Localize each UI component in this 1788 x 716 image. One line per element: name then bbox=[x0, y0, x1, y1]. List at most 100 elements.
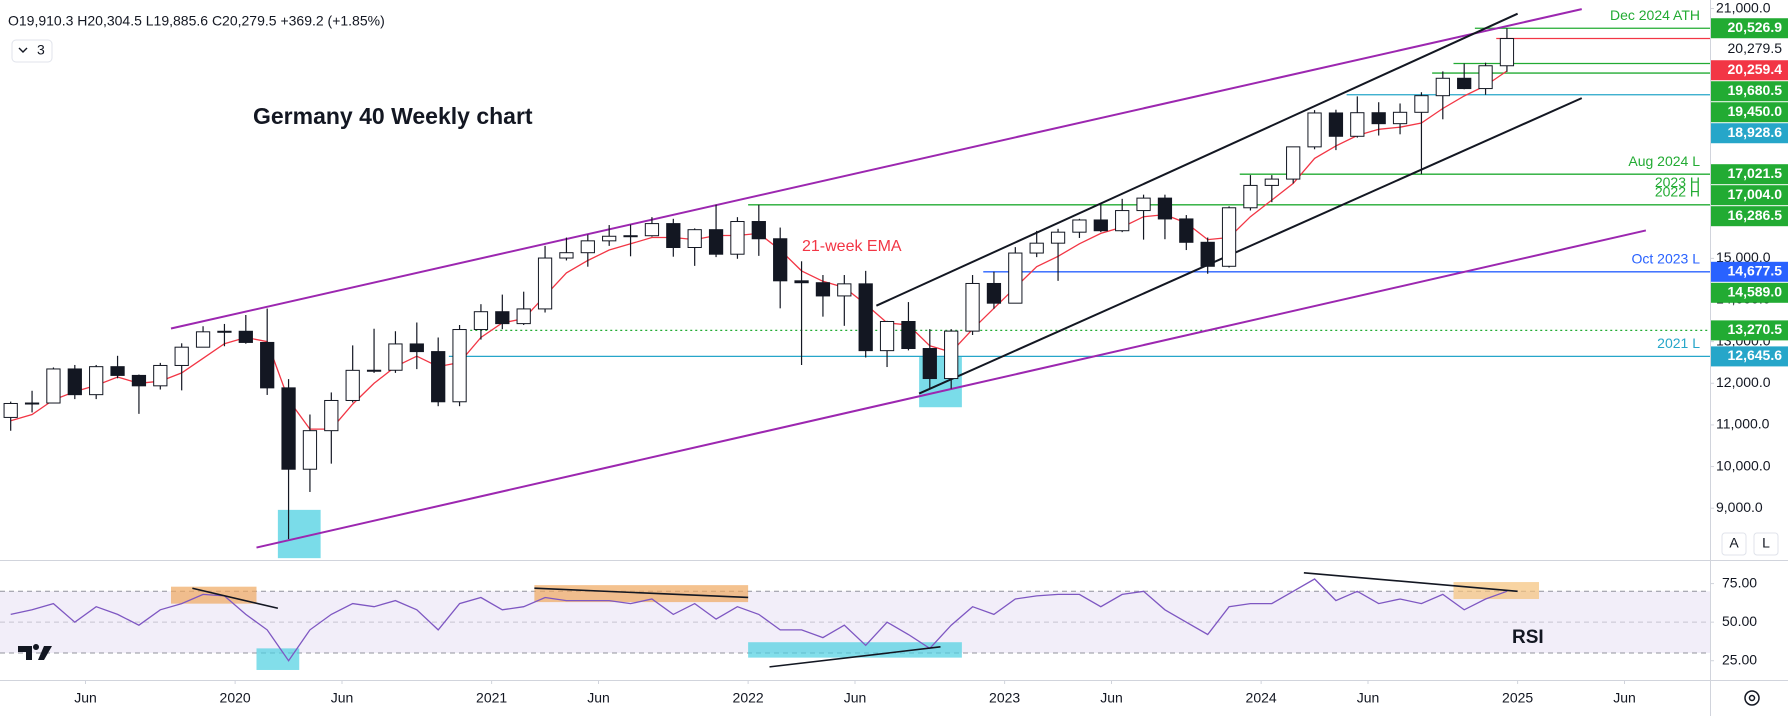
trendline bbox=[256, 229, 1647, 549]
price-badge-label: 20,526.9 bbox=[1728, 19, 1783, 35]
overlay: O19,910.3 H20,304.5 L19,885.6 C20,279.5 … bbox=[8, 7, 1779, 706]
x-tick-label: 2024 bbox=[1246, 690, 1277, 706]
ema-label: 21-week EMA bbox=[802, 238, 902, 255]
candle-body bbox=[922, 348, 937, 380]
price-badge bbox=[1711, 123, 1788, 144]
candle-body bbox=[559, 252, 574, 259]
candle-body bbox=[174, 346, 189, 366]
main-pane bbox=[3, 8, 1710, 559]
level-label: Aug 2024 L bbox=[1628, 153, 1700, 169]
candle-body bbox=[388, 343, 403, 371]
candle-body bbox=[452, 329, 467, 403]
indicator-toggle[interactable]: 3 bbox=[11, 39, 53, 63]
candle-body bbox=[794, 280, 809, 284]
y-tick-label: 15,000.0 bbox=[1716, 249, 1771, 265]
scale-button[interactable] bbox=[1753, 532, 1779, 556]
chart-title: Germany 40 Weekly chart bbox=[253, 103, 533, 129]
rsi-label: RSI bbox=[1512, 627, 1544, 648]
price-badge-label: 18,928.6 bbox=[1728, 124, 1783, 140]
candle-body bbox=[1371, 112, 1386, 125]
candle-body bbox=[260, 341, 275, 389]
candle-body bbox=[1307, 112, 1322, 148]
y-tick-label: 10,000.0 bbox=[1716, 457, 1771, 473]
indicator-count: 3 bbox=[37, 42, 45, 58]
candle-body bbox=[537, 257, 553, 310]
candle-body bbox=[986, 282, 1002, 304]
price-badge bbox=[1711, 206, 1788, 227]
scale-button-label[interactable]: A bbox=[1729, 535, 1739, 551]
price-badge-label: 12,645.6 bbox=[1728, 347, 1783, 363]
gear-hub bbox=[1748, 694, 1756, 702]
candle-body bbox=[366, 369, 382, 372]
candle-body bbox=[602, 235, 617, 242]
scale-button-label[interactable]: L bbox=[1762, 535, 1770, 551]
rsi-line bbox=[10, 578, 1508, 662]
candle-body bbox=[1264, 178, 1279, 186]
candle-body bbox=[1350, 112, 1365, 137]
price-badge-label: 19,450.0 bbox=[1728, 103, 1783, 119]
candle-body bbox=[302, 430, 318, 470]
level-label: Oct 2023 L bbox=[1632, 250, 1701, 266]
candle-body bbox=[944, 330, 959, 380]
price-badge bbox=[1711, 18, 1788, 39]
x-tick-label: 2020 bbox=[220, 690, 251, 706]
candle-body bbox=[815, 282, 831, 297]
price-badge bbox=[1711, 320, 1788, 341]
toggle-button[interactable] bbox=[11, 39, 53, 63]
y-tick-label: 9,000.0 bbox=[1716, 499, 1763, 515]
rsi-tick-label: 75.00 bbox=[1722, 574, 1757, 590]
price-badge-label: 13,270.5 bbox=[1728, 321, 1783, 337]
rsi-tick-label: 25.00 bbox=[1722, 651, 1757, 667]
candle-body bbox=[1478, 65, 1493, 90]
rsi-highlight-box bbox=[748, 642, 962, 658]
x-tick-label: Jun bbox=[1100, 690, 1123, 706]
candle-body bbox=[708, 229, 724, 255]
price-badge bbox=[1711, 346, 1788, 367]
price-badge-label: 20,279.5 bbox=[1728, 40, 1783, 56]
candle-body bbox=[751, 221, 766, 240]
price-badge bbox=[1711, 164, 1788, 185]
candle-body bbox=[1200, 241, 1215, 267]
candle-body bbox=[46, 368, 61, 404]
price-badge bbox=[1711, 81, 1788, 102]
level-label: 2023 H bbox=[1655, 174, 1700, 190]
candle-body bbox=[3, 402, 18, 418]
price-badge-label: 14,677.5 bbox=[1728, 262, 1783, 278]
x-tick-label: 2025 bbox=[1502, 690, 1533, 706]
rsi-tick-label: 50.00 bbox=[1722, 613, 1757, 629]
price-badge-label: 20,259.4 bbox=[1728, 61, 1783, 77]
candle-body bbox=[965, 282, 980, 332]
x-tick-label: 2023 bbox=[989, 690, 1020, 706]
candle-body bbox=[131, 374, 147, 387]
rsi-trendline bbox=[769, 646, 941, 668]
candle-body bbox=[24, 402, 40, 405]
tradingview-logo bbox=[18, 643, 52, 660]
candle-body bbox=[580, 240, 595, 254]
candle-body bbox=[644, 223, 660, 237]
candle-body bbox=[1499, 38, 1515, 67]
candle-body bbox=[623, 235, 638, 238]
price-badge-label: 17,004.0 bbox=[1728, 186, 1783, 202]
candle-body bbox=[1221, 207, 1237, 267]
candle-body bbox=[1050, 231, 1066, 244]
candle-body bbox=[687, 229, 702, 249]
y-tick-label: 11,000.0 bbox=[1716, 416, 1770, 432]
candle-body bbox=[1115, 210, 1130, 232]
candle-body bbox=[773, 238, 788, 282]
candle-body bbox=[345, 369, 360, 401]
y-tick-label: 21,000.0 bbox=[1716, 0, 1771, 15]
candle-body bbox=[1008, 252, 1023, 304]
settings-gear[interactable] bbox=[1744, 690, 1760, 706]
price-badge-label: 14,589.0 bbox=[1728, 283, 1783, 299]
gear-ring[interactable] bbox=[1744, 690, 1760, 706]
level-label: 2022 H bbox=[1655, 184, 1700, 200]
scale-button[interactable] bbox=[1721, 532, 1747, 556]
trendline bbox=[170, 8, 1582, 330]
candle-body bbox=[1286, 146, 1301, 180]
candle-body bbox=[1029, 242, 1044, 254]
price-badge-bg bbox=[1711, 39, 1788, 60]
candle-body bbox=[67, 368, 82, 396]
logo-shape bbox=[18, 643, 52, 660]
ohlc-legend: O19,910.3 H20,304.5 L19,885.6 C20,279.5 … bbox=[8, 13, 385, 29]
